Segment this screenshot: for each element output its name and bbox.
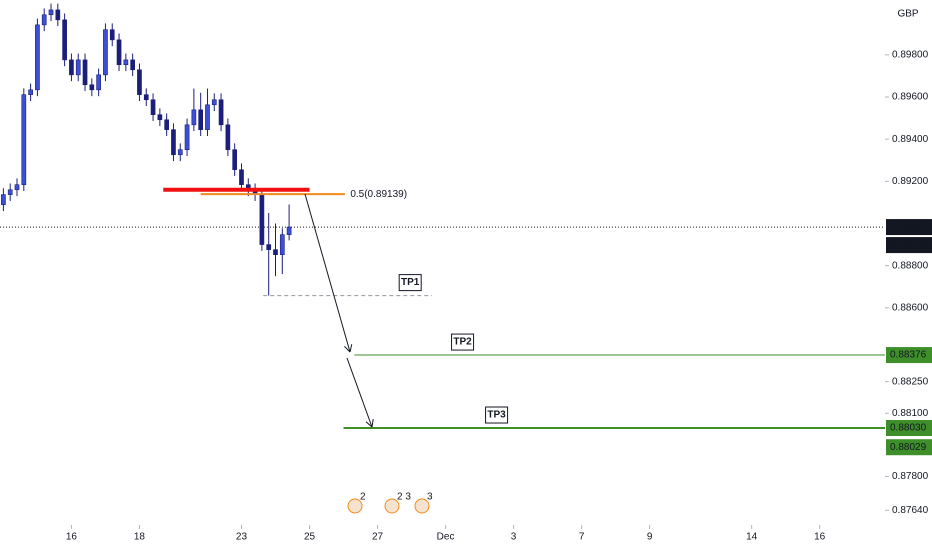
countdown-label: 02:25:55 [889, 240, 928, 251]
candle-body [21, 94, 27, 185]
event-icon [384, 498, 400, 514]
target-name: TP1 [401, 277, 420, 288]
target-box [451, 333, 475, 351]
x-tick-label: 27 [372, 532, 384, 543]
candle-body [35, 24, 40, 91]
arrow-head [365, 421, 373, 428]
x-tick-label: 14 [746, 532, 758, 543]
fib-label: 0.5(0.89139) [350, 189, 407, 200]
candle-body [232, 149, 238, 171]
price-tag [886, 219, 932, 236]
x-tick-label: 25 [304, 532, 316, 543]
candle-body [62, 19, 67, 61]
target-name: TP2 [453, 337, 472, 348]
candle-body [239, 169, 244, 185]
candle-body [55, 9, 61, 21]
candle-body [69, 59, 74, 76]
y-tick-label: 0.89600 [892, 92, 929, 103]
candle-body [1, 194, 6, 206]
candle-body [184, 124, 190, 150]
candle-body [266, 244, 272, 250]
price-tag-label: 0.88983 [890, 222, 927, 233]
candle-body [211, 99, 217, 106]
candle-body [7, 189, 13, 195]
price-tag-label: 0.88376 [890, 350, 927, 361]
candle-body [103, 29, 108, 76]
x-tick-label: 18 [134, 532, 146, 543]
candle-body [14, 184, 20, 191]
arrow-head [371, 419, 374, 428]
y-tick-label: 0.89800 [892, 49, 929, 60]
price-tag-label: 0.88030 [890, 423, 927, 434]
candle-body [273, 249, 278, 255]
y-tick-label: 0.89400 [892, 134, 929, 145]
target-box [485, 406, 509, 424]
currency-label: GBP [897, 9, 918, 20]
candle-body [130, 59, 135, 71]
y-tick-label: 0.88100 [892, 408, 929, 419]
candle-body [157, 114, 163, 121]
price-tag [886, 347, 932, 364]
candle-body [75, 59, 81, 76]
price-tag [886, 439, 932, 456]
y-tick-label: 0.87800 [892, 471, 929, 482]
price-tag-label: 0.88029 [890, 442, 927, 453]
arrow [304, 193, 351, 353]
candle-body [109, 29, 115, 41]
event-icon [414, 498, 430, 514]
candle-body [279, 234, 285, 255]
candle-body [116, 39, 122, 66]
candle-body [191, 109, 197, 126]
candle-body [137, 69, 142, 95]
candle-body [48, 9, 54, 16]
y-tick-label: 0.87640 [892, 505, 929, 516]
arrow-head [344, 345, 351, 353]
candle-body [143, 94, 149, 101]
countdown-tag [886, 237, 932, 254]
candle-body [164, 119, 170, 130]
arrow [346, 357, 373, 428]
candle-body [123, 59, 129, 66]
target-box [398, 274, 422, 292]
x-tick-label: 3 [511, 532, 517, 543]
y-tick-label: 0.88250 [892, 376, 929, 387]
candle-body [28, 89, 33, 95]
event-label: 3 [427, 492, 433, 503]
candle-body [259, 194, 265, 245]
candle-body [171, 129, 176, 156]
candle-body [150, 99, 156, 115]
candle-body [82, 59, 88, 86]
candle-body [286, 226, 292, 235]
x-tick-label: 7 [579, 532, 585, 543]
candle-body [218, 99, 224, 126]
candle-body [89, 84, 95, 91]
candle-body [41, 14, 47, 26]
y-tick-label: 0.88600 [892, 302, 929, 313]
x-tick-label: Dec [437, 532, 455, 543]
x-tick-label: 9 [647, 532, 653, 543]
candle-body [96, 74, 101, 91]
candle-body [205, 104, 210, 130]
x-tick-label: 23 [236, 532, 248, 543]
candle-body [177, 149, 183, 156]
candle-body [225, 124, 231, 150]
price-tag [886, 420, 932, 437]
y-tick-label: 0.88800 [892, 260, 929, 271]
y-tick-label: 0.89200 [892, 176, 929, 187]
candle-body [198, 109, 204, 130]
x-tick-label: 16 [66, 532, 78, 543]
x-tick-label: 16 [814, 532, 826, 543]
event-label: 2 [360, 492, 366, 503]
event-icon [347, 498, 363, 514]
arrow-head [349, 344, 353, 353]
event-label: 2 3 [397, 492, 411, 503]
target-name: TP3 [487, 410, 506, 421]
